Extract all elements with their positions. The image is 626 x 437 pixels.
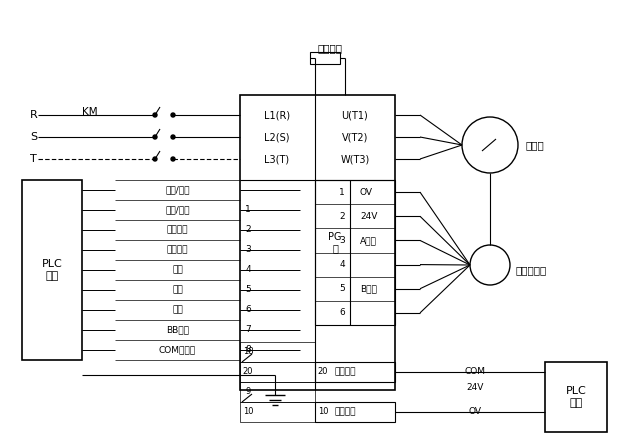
Text: 1: 1: [245, 205, 251, 215]
Text: 反转/停止: 反转/停止: [165, 205, 190, 215]
Text: 3: 3: [245, 246, 251, 254]
Bar: [310, 52, 340, 64]
Text: 快车: 快车: [172, 266, 183, 274]
Circle shape: [171, 135, 175, 139]
Text: 2: 2: [245, 225, 251, 235]
Bar: [240, 402, 315, 422]
Text: 24V: 24V: [466, 382, 484, 392]
Text: 5: 5: [245, 285, 251, 295]
Text: 外部异常: 外部异常: [167, 225, 188, 235]
Text: T: T: [30, 154, 37, 164]
Text: 3: 3: [339, 236, 345, 245]
Text: 零速输出: 零速输出: [334, 407, 356, 416]
Text: OV: OV: [468, 407, 481, 416]
Text: 7: 7: [245, 326, 251, 334]
Text: 2: 2: [339, 212, 345, 221]
Bar: [315, 362, 395, 382]
Text: V(T2): V(T2): [342, 132, 368, 142]
Text: 爬行: 爬行: [172, 285, 183, 295]
Text: OV: OV: [360, 187, 373, 197]
Text: 制动电阻: 制动电阻: [317, 43, 342, 53]
Text: B脉冲: B脉冲: [360, 284, 377, 293]
Text: 24V: 24V: [360, 212, 377, 221]
Bar: [240, 382, 315, 402]
Circle shape: [171, 113, 175, 117]
Text: L2(S): L2(S): [264, 132, 290, 142]
Circle shape: [153, 157, 157, 161]
Text: 异常输出: 异常输出: [334, 368, 356, 377]
Text: 9: 9: [245, 388, 250, 396]
Text: 4: 4: [339, 260, 345, 269]
Bar: [240, 362, 315, 382]
Bar: [315, 402, 395, 422]
Text: 10: 10: [318, 407, 328, 416]
Text: 4: 4: [245, 266, 251, 274]
Text: 20: 20: [318, 368, 328, 377]
Text: 6: 6: [339, 309, 345, 317]
Text: KM: KM: [82, 107, 98, 117]
Text: 正转/停止: 正转/停止: [165, 185, 190, 194]
Text: PG
卡: PG 卡: [328, 232, 342, 253]
Bar: [315, 180, 395, 325]
Text: L1(R): L1(R): [264, 110, 290, 120]
Text: 18: 18: [243, 347, 254, 357]
Text: A脉冲: A脉冲: [360, 236, 377, 245]
Text: 电动机: 电动机: [526, 140, 545, 150]
Text: 旋转编码器: 旋转编码器: [515, 265, 546, 275]
Bar: [240, 342, 315, 362]
Text: R: R: [30, 110, 38, 120]
Text: 5: 5: [339, 284, 345, 293]
Text: L3(T): L3(T): [264, 154, 290, 164]
Bar: [22, 180, 82, 360]
Text: 10: 10: [243, 407, 254, 416]
Text: BB封锁: BB封锁: [166, 326, 189, 334]
Text: COM公共端: COM公共端: [159, 346, 196, 354]
Text: S: S: [30, 132, 37, 142]
Text: COM: COM: [464, 368, 486, 377]
Text: U(T1): U(T1): [342, 110, 368, 120]
Text: 20: 20: [243, 368, 254, 377]
Bar: [545, 362, 607, 432]
Text: W(T3): W(T3): [341, 154, 369, 164]
Circle shape: [153, 135, 157, 139]
Text: 6: 6: [245, 305, 251, 315]
Circle shape: [153, 113, 157, 117]
Text: 异常复位: 异常复位: [167, 246, 188, 254]
Text: 8: 8: [245, 346, 251, 354]
Circle shape: [171, 157, 175, 161]
Text: 1: 1: [339, 187, 345, 197]
Text: 慢车: 慢车: [172, 305, 183, 315]
Text: PLC
输入: PLC 输入: [566, 386, 587, 408]
Text: PLC
输出: PLC 输出: [41, 259, 63, 281]
Bar: [240, 95, 395, 390]
